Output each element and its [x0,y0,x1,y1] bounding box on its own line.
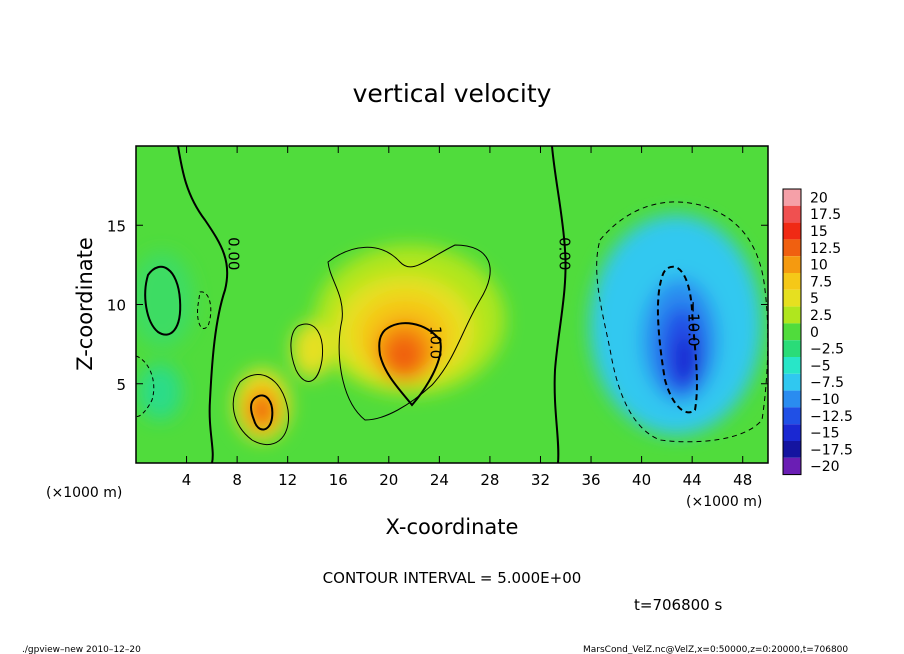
y-tick-label-2: 15 [107,217,126,235]
x-tick-label-2: 12 [278,471,297,489]
colorbar-swatch-3 [783,239,801,257]
colorbar-swatch-7 [783,306,801,324]
contour-ten-updraft [378,322,442,407]
colorbar-label-13: −12.5 [810,409,853,425]
contour-minus-ten [656,265,698,414]
zero-contour-left [177,146,229,463]
colorbar-swatch-10 [783,357,801,374]
contour-lines [136,146,768,463]
contour-minus-five-left [197,291,212,329]
footer-right: MarsCond_VelZ.nc@VelZ,x=0:50000,z=0:2000… [583,645,848,654]
contour-minus-five [596,201,768,443]
contour-ten-small [250,394,274,431]
colorbar-label-4: 10 [810,258,828,274]
colorbar-swatch-5 [783,273,801,290]
colorbar-swatch-15 [783,441,801,458]
x-tick-label-6: 28 [480,471,499,489]
contour-label-0: 0.00 [224,237,242,270]
colorbar-label-14: −15 [810,426,840,442]
field-shading [136,215,762,441]
contour-five-small [290,323,324,382]
colorbar-swatch-11 [783,373,801,391]
contour-five-updraft [327,244,491,421]
heatmap-field [136,146,768,463]
y-axis-label: Z-coordinate [73,237,97,371]
x-unit-left: (×1000 m) [46,485,122,501]
colorbar-label-12: −10 [810,392,840,408]
x-tick-label-10: 44 [683,471,702,489]
contour-label-2: 10.0 [427,326,445,359]
colorbar-frame [782,188,802,476]
contour-minus-five-edge [136,355,155,417]
colorbar-label-7: 2.5 [810,308,832,324]
contour-label-3: −10.0 [684,301,702,347]
contour-label-1: 0.00 [555,237,573,270]
colorbar-swatch-4 [783,256,801,273]
colorbar-label-9: −2.5 [810,342,844,358]
colorbar-swatch-6 [783,289,801,307]
x-tick-label-11: 48 [733,471,752,489]
x-tick-label-1: 8 [232,471,242,489]
x-tick-label-8: 36 [581,471,600,489]
colorbar-label-8: 0 [810,325,819,341]
colorbar-swatch-12 [783,390,801,408]
colorbar-label-2: 15 [810,224,828,240]
colorbar-label-5: 7.5 [810,274,832,290]
chart-title: vertical velocity [353,79,552,108]
colorbar-label-15: −17.5 [810,442,853,458]
colorbar-swatch-16 [783,457,801,475]
zero-contour-right [551,146,567,463]
y-tick-label-0: 5 [116,376,126,394]
x-unit-right: (×1000 m) [686,494,762,510]
x-tick-label-3: 16 [329,471,348,489]
colorbar-label-10: −5 [810,358,831,374]
colorbar-swatch-14 [783,424,801,441]
colorbar-label-1: 17.5 [810,207,841,223]
x-tick-label-4: 20 [379,471,398,489]
x-axis: 4 8 12 16 20 24 28 32 36 40 44 48 [182,146,752,489]
footer-left: ./gpview–new 2010–12–20 [22,645,141,654]
x-tick-label-5: 24 [430,471,449,489]
x-tick-label-9: 40 [632,471,651,489]
colorbar: 2017.51512.5107.552.50−2.5−5−7.5−10−12.5… [782,188,853,476]
x-tick-label-0: 4 [182,471,192,489]
contour-five-lower [232,374,289,446]
colorbar-swatch-13 [783,407,801,425]
y-axis: 5 10 15 [107,217,768,394]
time-stamp: t=706800 s [634,596,722,614]
x-axis-label: X-coordinate [386,515,519,539]
x-tick-label-7: 32 [531,471,550,489]
colorbar-label-11: −7.5 [810,375,844,391]
colorbar-label-6: 5 [810,291,819,307]
colorbar-swatch-8 [783,323,801,341]
colorbar-swatch-2 [783,222,801,240]
y-tick-label-1: 10 [107,297,126,315]
colorbar-swatch-1 [783,205,801,223]
colorbar-swatch-0 [783,189,801,206]
colorbar-label-3: 12.5 [810,241,841,257]
zero-contour-blob [144,265,182,336]
contour-labels: 0.00 0.00 10.0 −10.0 [224,237,702,359]
colorbar-label-0: 20 [810,190,828,206]
colorbar-swatch-9 [783,340,801,357]
contour-interval: CONTOUR INTERVAL = 5.000E+00 [323,569,582,587]
colorbar-label-16: −20 [810,459,840,475]
